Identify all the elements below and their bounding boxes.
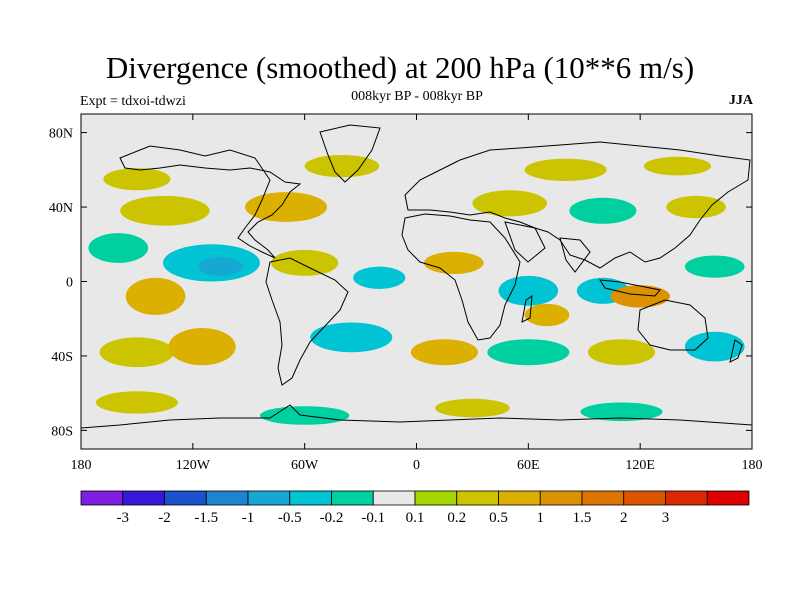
field-region-6 — [120, 195, 210, 226]
colorbar-swatch — [706, 490, 750, 506]
colorbar-swatch — [372, 490, 416, 506]
lon-tick-label: 0 — [413, 458, 420, 473]
colorbar-swatch — [331, 490, 374, 506]
field-region-5 — [643, 156, 711, 176]
colorbar-swatch — [665, 490, 708, 506]
season-label: JJA — [728, 93, 753, 108]
field-region-26 — [310, 322, 393, 353]
field-region-20 — [524, 303, 570, 327]
colorbar-swatch — [122, 490, 165, 506]
colorbar-swatch — [581, 490, 625, 506]
field-region-7 — [245, 192, 328, 222]
lat-tick-label: 80N — [49, 127, 73, 142]
coastline-north-america — [119, 145, 302, 259]
colorbar-swatch — [414, 490, 458, 506]
colorbar-label: 0.5 — [489, 510, 508, 526]
divergence-field — [88, 154, 745, 425]
lon-tick-label: 180 — [742, 458, 763, 473]
colorbar-swatch — [456, 490, 499, 506]
field-region-23 — [684, 255, 745, 278]
coastline-eurasia — [404, 141, 751, 269]
coastline-south-america — [265, 257, 349, 386]
colorbar-label: -0.1 — [361, 510, 385, 526]
coastline-new-zealand — [729, 339, 743, 363]
field-region-12 — [88, 233, 149, 263]
lat-tick-label: 40S — [51, 350, 73, 365]
colorbar-swatch — [623, 490, 666, 506]
coastlines — [81, 124, 752, 429]
colorbar-swatch — [289, 490, 332, 506]
field-region-33 — [435, 398, 510, 418]
colorbar-label: 1 — [537, 510, 545, 526]
field-region-29 — [587, 339, 656, 366]
field-region-4 — [524, 158, 607, 181]
colorbar-label: -0.5 — [278, 510, 302, 526]
colorbar-label: 0.1 — [406, 510, 425, 526]
lon-tick-label: 120E — [625, 458, 655, 473]
coastline-madagascar — [521, 295, 533, 323]
field-region-0 — [103, 167, 171, 191]
colorbar-label: -0.2 — [320, 510, 344, 526]
colorbar-swatch — [498, 490, 541, 506]
field-region-10 — [569, 197, 637, 224]
chart-subtitle: 008kyr BP - 008kyr BP — [351, 89, 483, 104]
field-region-17 — [353, 266, 406, 289]
colorbar: -3 -2 -1.5 -1 -0.5 -0.2 -0.1 0.1 0.2 0.5 1 1.5 2 3 — [80, 490, 750, 526]
field-region-19 — [498, 275, 559, 306]
field-region-28 — [487, 339, 570, 366]
lon-tick-label: 120W — [176, 458, 211, 473]
colorbar-label: 1.5 — [573, 510, 592, 526]
coastline-indonesia — [599, 279, 661, 297]
coastline-greenland — [319, 124, 381, 183]
colorbar-label: -3 — [117, 510, 130, 526]
field-region-31 — [95, 391, 178, 414]
field-region-1 — [200, 175, 260, 195]
field-region-14 — [198, 257, 244, 276]
coastline-india — [559, 237, 591, 273]
colorbar-label: 0.2 — [447, 510, 466, 526]
lon-tick-label: 180 — [71, 458, 92, 473]
lon-tick-label: 60W — [291, 458, 319, 473]
field-region-22 — [610, 285, 670, 308]
field-region-25 — [168, 328, 236, 366]
field-region-30 — [684, 331, 745, 362]
field-region-24 — [99, 337, 175, 368]
field-region-16 — [271, 249, 339, 276]
lat-tick-label: 40N — [49, 201, 73, 216]
colorbar-label: 3 — [662, 510, 670, 526]
field-region-2 — [304, 154, 380, 178]
lon-tick-label: 60E — [517, 458, 540, 473]
axis-ticks: 80N 40N 0 40S 80S 180 120W 60W 0 60E 120E 180 — [49, 114, 763, 473]
colorbar-swatch — [164, 490, 207, 506]
colorbar-label: -2 — [158, 510, 171, 526]
field-region-8 — [353, 205, 406, 228]
coastline-africa — [401, 213, 521, 341]
field-region-3 — [409, 160, 462, 180]
colorbar-label: -1 — [242, 510, 255, 526]
field-region-9 — [472, 190, 547, 217]
coastline-arabia — [504, 221, 546, 263]
coastline-antarctica — [81, 404, 752, 429]
field-region-18 — [423, 251, 484, 275]
lat-tick-label: 80S — [51, 424, 73, 439]
colorbar-label: -1.5 — [194, 510, 218, 526]
experiment-label: Expt = tdxoi-tdwzi — [80, 94, 186, 109]
colorbar-swatch — [247, 490, 291, 506]
colorbar-swatch — [539, 490, 583, 506]
field-region-27 — [410, 339, 479, 366]
coastline-australia — [637, 299, 709, 351]
colorbar-swatch — [205, 490, 249, 506]
field-region-11 — [666, 195, 726, 219]
chart-title: Divergence (smoothed) at 200 hPa (10**6 … — [105, 50, 695, 85]
field-region-34 — [580, 402, 663, 422]
colorbar-label: 2 — [620, 510, 628, 526]
colorbar-swatch — [80, 490, 124, 506]
field-region-15 — [125, 277, 186, 315]
lat-tick-label: 0 — [66, 276, 73, 291]
